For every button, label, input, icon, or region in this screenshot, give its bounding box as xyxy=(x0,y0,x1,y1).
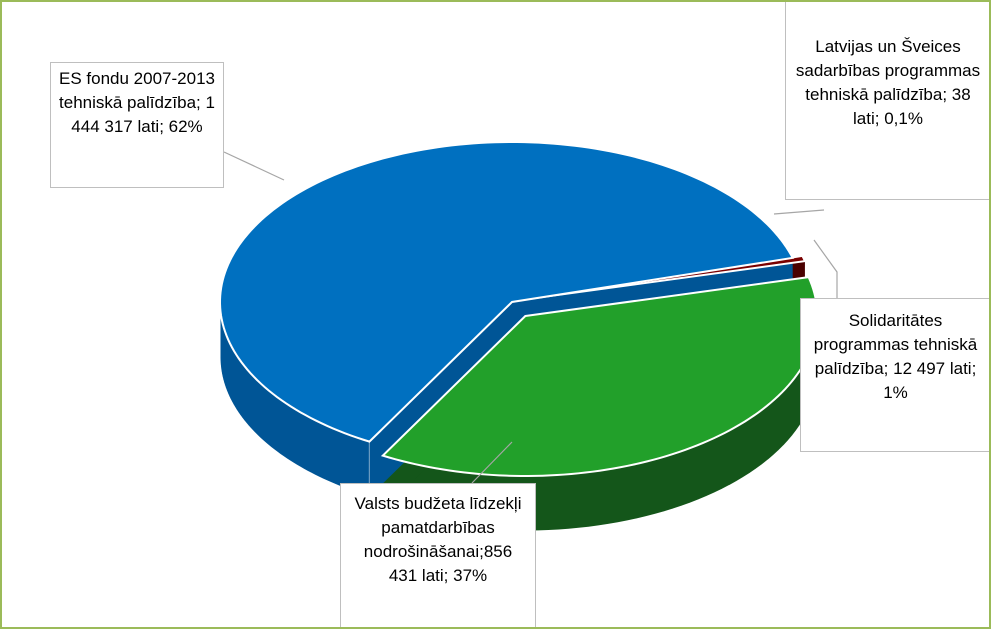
data-label: Latvijas un Šveices sadarbības programma… xyxy=(785,2,989,200)
data-label: Valsts budžeta līdzekļi pamatdarbības no… xyxy=(340,483,536,627)
leader-line xyxy=(813,239,838,298)
leader-line xyxy=(223,151,285,181)
leader-line xyxy=(773,209,825,215)
data-label: ES fondu 2007-2013 tehniskā palīdzība; 1… xyxy=(50,62,224,188)
slice xyxy=(219,141,795,443)
data-label: Solidaritātes programmas tehniskā palīdz… xyxy=(800,298,989,452)
leader-line xyxy=(471,441,513,484)
